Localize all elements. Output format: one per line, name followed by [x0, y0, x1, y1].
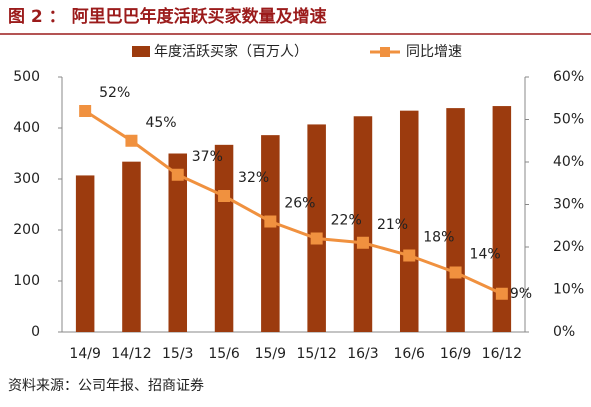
y2-tick-label: 40% [553, 154, 584, 170]
marker [171, 168, 184, 181]
marker [495, 287, 508, 300]
bar [399, 110, 419, 332]
value-label: 37% [192, 149, 223, 165]
source-note: 资料来源：公司年报、招商证券 [8, 378, 204, 394]
y2-tick-label: 30% [553, 197, 584, 213]
y2-tick-label: 60% [553, 69, 584, 85]
x-tick-label: 15/12 [296, 346, 336, 362]
line [84, 109, 503, 296]
value-label: 26% [284, 196, 315, 212]
value-label: 32% [238, 170, 269, 186]
bar [353, 116, 373, 333]
x-tick-label: 16/9 [440, 346, 471, 362]
x-tick-label: 16/6 [394, 346, 426, 362]
y2-tick-label: 50% [553, 112, 584, 128]
legend-swatch [380, 47, 390, 57]
bar [122, 161, 141, 332]
x-tick-label: 15/3 [162, 346, 193, 362]
y-tick-label: 300 [13, 171, 40, 187]
x-tick-label: 16/3 [347, 346, 378, 362]
y2-tick-label: 20% [553, 239, 584, 255]
y-tick-label: 0 [31, 324, 40, 340]
bar [261, 135, 280, 332]
value-label: 14% [470, 247, 501, 263]
x-tick-label: 15/9 [255, 346, 286, 362]
bar [446, 108, 465, 332]
y-tick-label: 100 [13, 273, 40, 289]
y-tick-label: 500 [13, 69, 40, 85]
value-label: 21% [377, 217, 408, 233]
y-tick-label: 400 [13, 120, 40, 136]
marker [264, 215, 277, 228]
bar [75, 175, 95, 332]
value-label: 45% [145, 115, 176, 131]
marker [356, 236, 369, 249]
x-tick-label: 15/6 [208, 346, 240, 362]
y2-tick-label: 0% [553, 324, 575, 340]
chart-title: 图 2 ： 阿里巴巴年度活跃买家数量及增速 [8, 6, 327, 27]
marker [218, 190, 231, 202]
marker [449, 266, 462, 279]
value-label: 22% [331, 213, 362, 229]
value-label: 52% [99, 85, 130, 101]
value-label: 18% [423, 230, 454, 246]
bar [307, 124, 326, 333]
marker [403, 249, 416, 262]
x-tick-label: 14/9 [69, 346, 100, 362]
y-tick-label: 200 [13, 222, 40, 238]
legend-label: 同比增速 [406, 44, 462, 60]
legend-label: 年度活跃买家（百万人） [154, 43, 308, 60]
y2-tick-label: 10% [553, 282, 584, 298]
bar [168, 153, 188, 332]
marker [79, 105, 92, 117]
marker [310, 232, 323, 245]
x-tick-label: 16/12 [482, 346, 522, 362]
bar [214, 144, 234, 332]
marker [125, 134, 138, 147]
bar [492, 106, 512, 332]
value-label: 9% [510, 286, 532, 302]
x-tick-label: 14/12 [111, 346, 151, 362]
legend-swatch [132, 46, 150, 57]
